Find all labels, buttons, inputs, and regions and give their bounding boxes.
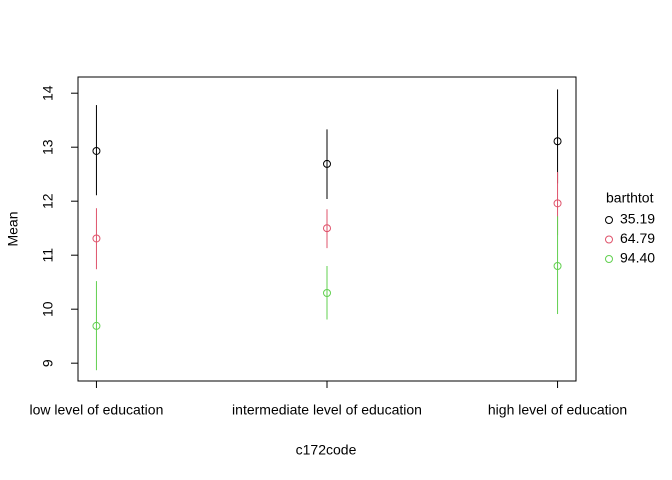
mean-point [553, 137, 562, 146]
mean-point [92, 146, 101, 155]
y-tick-label: 10 [40, 301, 56, 317]
y-tick-label: 11 [40, 248, 56, 263]
legend-title: barthtot [606, 190, 654, 206]
x-tick-label: low level of education [30, 402, 164, 418]
x-tick-label: high level of education [488, 402, 627, 418]
mean-point [92, 321, 101, 330]
legend-symbol [605, 255, 613, 263]
y-tick-label: 12 [40, 193, 56, 209]
x-tick-label: intermediate level of education [232, 402, 422, 418]
y-axis-label: Mean [5, 211, 21, 246]
legend-symbol [605, 216, 613, 224]
legend-label: 64.79 [620, 230, 655, 246]
mean-point [323, 288, 331, 297]
mean-point [553, 261, 562, 270]
y-tick-label: 9 [40, 359, 56, 367]
mean-point [553, 199, 562, 208]
y-tick-label: 13 [40, 139, 56, 155]
x-axis-label: c172code [296, 442, 357, 458]
mean-point [323, 224, 331, 233]
y-tick-label: 14 [40, 85, 56, 101]
mean-point [92, 234, 101, 243]
mean-point [323, 159, 331, 168]
legend-label: 94.40 [620, 250, 655, 266]
legend-symbol [605, 235, 613, 244]
legend-label: 35.19 [620, 211, 655, 227]
